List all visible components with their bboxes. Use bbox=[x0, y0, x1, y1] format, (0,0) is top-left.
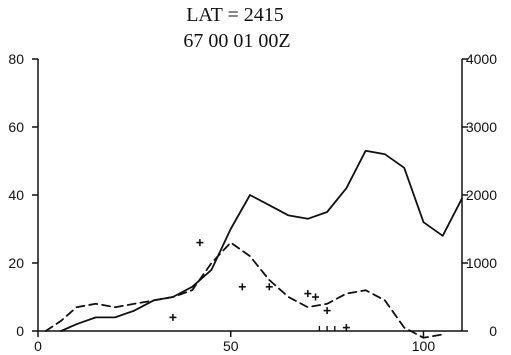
left-y-tick-label: 60 bbox=[8, 119, 24, 135]
x-tick-label: 50 bbox=[223, 338, 239, 354]
x-tick-label: 0 bbox=[34, 338, 42, 354]
left-y-tick-label: 80 bbox=[8, 51, 24, 67]
right-y-tick-label: 0 bbox=[489, 323, 497, 339]
plus-marker bbox=[238, 283, 246, 291]
chart-title-line1: LAT = 2415 bbox=[186, 4, 284, 26]
chart-title-line2: 67 00 01 00Z bbox=[183, 30, 290, 52]
plus-marker bbox=[304, 290, 312, 298]
left-y-tick-label: 40 bbox=[8, 187, 24, 203]
right-y-tick-label: 3000 bbox=[466, 119, 497, 135]
solid-series-line bbox=[60, 149, 463, 332]
right-y-tick-label: 2000 bbox=[466, 187, 497, 203]
dashed-series-line bbox=[44, 241, 444, 339]
plus-marker bbox=[169, 313, 177, 321]
plus-marker bbox=[323, 307, 331, 315]
plus-marker bbox=[196, 239, 204, 247]
plus-marker bbox=[342, 324, 350, 332]
right-y-tick-label: 4000 bbox=[466, 51, 497, 67]
ticks bbox=[32, 58, 468, 337]
right-y-tick-label: 1000 bbox=[466, 255, 497, 271]
x-tick-label: 100 bbox=[412, 338, 436, 354]
plot-series bbox=[44, 149, 463, 339]
plus-marker bbox=[265, 283, 273, 291]
left-y-tick-label: 0 bbox=[16, 323, 24, 339]
plus-marker bbox=[312, 293, 320, 301]
left-y-tick-label: 20 bbox=[8, 255, 24, 271]
